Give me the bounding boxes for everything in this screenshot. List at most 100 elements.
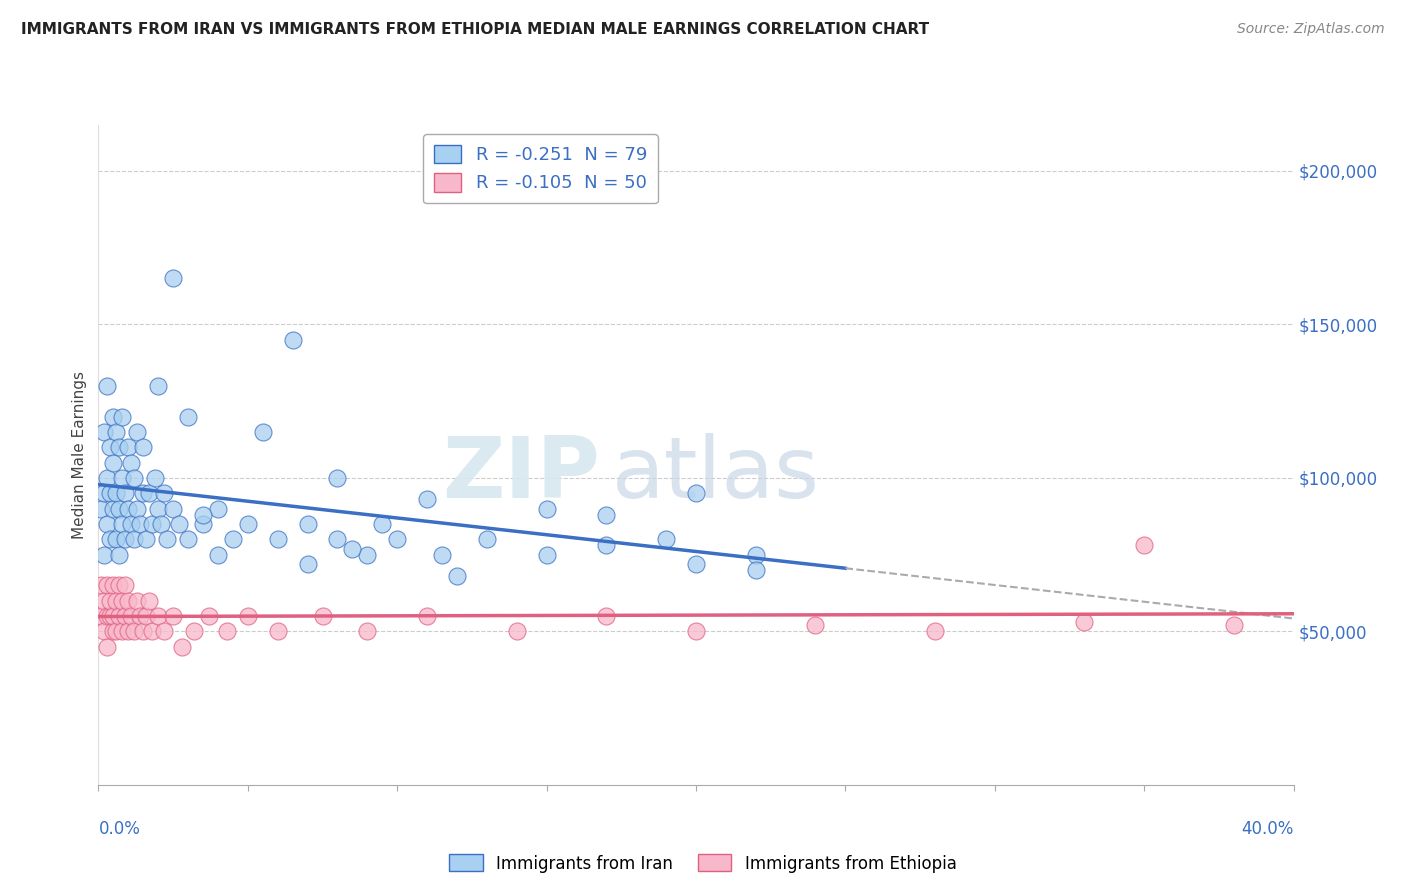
Point — [595, 609, 617, 624]
Point — [93, 548, 115, 562]
Point — [236, 609, 259, 624]
Point — [1133, 539, 1156, 553]
Point — [356, 624, 378, 639]
Point — [105, 486, 128, 500]
Point — [103, 609, 125, 624]
Point — [100, 486, 122, 500]
Point — [108, 501, 131, 516]
Point — [167, 516, 190, 531]
Point — [311, 609, 333, 624]
Point — [111, 471, 134, 485]
Point — [141, 516, 163, 531]
Point — [162, 271, 184, 285]
Point — [124, 624, 146, 639]
Point — [124, 471, 146, 485]
Text: ZIP: ZIP — [443, 434, 600, 516]
Point — [132, 440, 155, 454]
Point — [105, 624, 128, 639]
Point — [103, 624, 125, 639]
Point — [103, 501, 125, 516]
Point — [90, 501, 112, 516]
Legend: R = -0.251  N = 79, R = -0.105  N = 50: R = -0.251 N = 79, R = -0.105 N = 50 — [423, 134, 658, 203]
Point — [416, 609, 439, 624]
Point — [120, 609, 142, 624]
Point — [114, 486, 136, 500]
Point — [416, 492, 439, 507]
Point — [108, 609, 131, 624]
Point — [281, 333, 304, 347]
Text: atlas: atlas — [613, 434, 820, 516]
Point — [685, 557, 707, 571]
Point — [93, 593, 115, 607]
Point — [252, 425, 274, 439]
Point — [655, 533, 678, 547]
Point — [371, 516, 394, 531]
Point — [120, 456, 142, 470]
Point — [172, 640, 194, 654]
Point — [108, 548, 131, 562]
Point — [475, 533, 498, 547]
Text: 0.0%: 0.0% — [98, 820, 141, 838]
Point — [93, 425, 115, 439]
Point — [120, 516, 142, 531]
Point — [117, 440, 139, 454]
Point — [148, 609, 170, 624]
Point — [356, 548, 378, 562]
Y-axis label: Median Male Earnings: Median Male Earnings — [72, 371, 87, 539]
Point — [141, 624, 163, 639]
Point — [111, 516, 134, 531]
Point — [100, 533, 122, 547]
Point — [117, 624, 139, 639]
Text: Source: ZipAtlas.com: Source: ZipAtlas.com — [1237, 22, 1385, 37]
Point — [117, 501, 139, 516]
Point — [135, 609, 157, 624]
Text: 40.0%: 40.0% — [1241, 820, 1294, 838]
Point — [96, 471, 118, 485]
Point — [129, 516, 152, 531]
Point — [148, 379, 170, 393]
Point — [93, 624, 115, 639]
Point — [153, 486, 176, 500]
Point — [297, 516, 319, 531]
Point — [100, 593, 122, 607]
Point — [207, 548, 229, 562]
Point — [111, 593, 134, 607]
Point — [111, 409, 134, 424]
Point — [207, 501, 229, 516]
Point — [153, 624, 176, 639]
Point — [183, 624, 205, 639]
Point — [114, 533, 136, 547]
Point — [114, 609, 136, 624]
Point — [132, 624, 155, 639]
Point — [103, 409, 125, 424]
Point — [162, 609, 184, 624]
Point — [105, 425, 128, 439]
Point — [127, 593, 149, 607]
Point — [108, 440, 131, 454]
Point — [96, 516, 118, 531]
Point — [105, 593, 128, 607]
Legend: Immigrants from Iran, Immigrants from Ethiopia: Immigrants from Iran, Immigrants from Et… — [443, 847, 963, 880]
Point — [90, 609, 112, 624]
Point — [685, 624, 707, 639]
Point — [236, 516, 259, 531]
Point — [536, 501, 558, 516]
Point — [342, 541, 364, 556]
Point — [191, 516, 214, 531]
Point — [222, 533, 245, 547]
Point — [924, 624, 946, 639]
Point — [1073, 615, 1095, 630]
Point — [446, 569, 468, 583]
Point — [127, 501, 149, 516]
Point — [1223, 618, 1246, 632]
Point — [100, 609, 122, 624]
Point — [96, 379, 118, 393]
Point — [111, 624, 134, 639]
Point — [177, 409, 200, 424]
Point — [114, 578, 136, 592]
Point — [138, 593, 160, 607]
Point — [96, 640, 118, 654]
Point — [267, 624, 290, 639]
Point — [105, 533, 128, 547]
Point — [138, 486, 160, 500]
